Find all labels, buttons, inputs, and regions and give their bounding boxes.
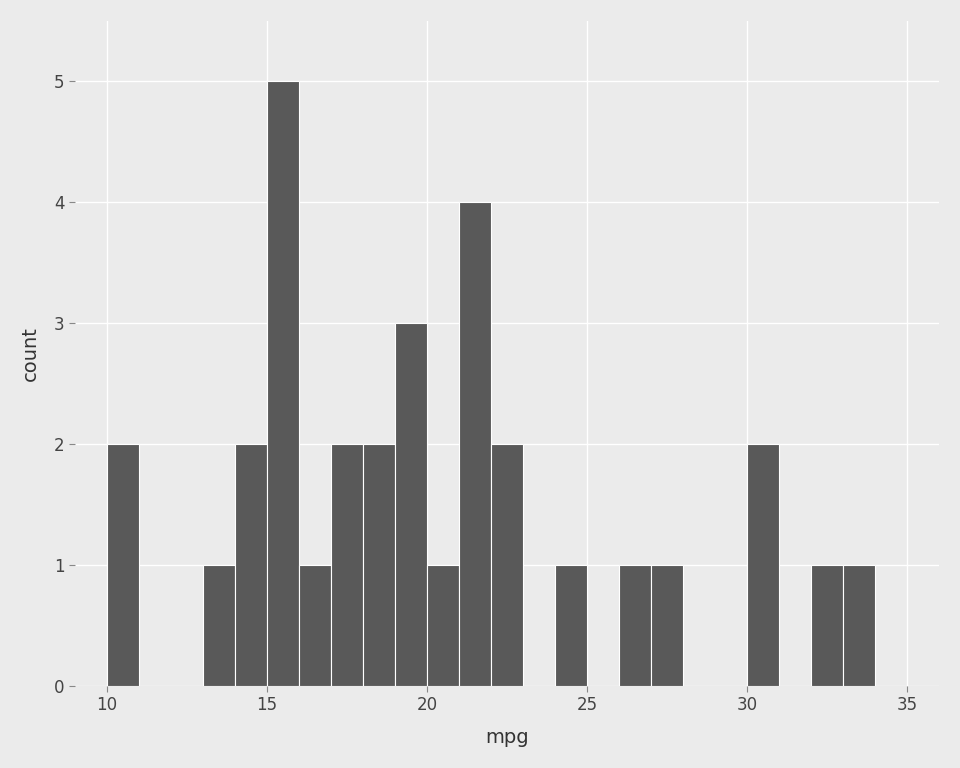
X-axis label: mpg: mpg (485, 728, 529, 747)
Bar (107, 444, 139, 686)
Bar (363, 444, 395, 686)
Bar (459, 202, 491, 686)
Bar (651, 565, 684, 686)
Bar (619, 565, 651, 686)
Bar (299, 565, 331, 686)
Bar (491, 444, 523, 686)
Bar (203, 565, 235, 686)
Y-axis label: count: count (21, 326, 39, 381)
Bar (235, 444, 267, 686)
Bar (843, 565, 876, 686)
Bar (811, 565, 843, 686)
Bar (747, 444, 780, 686)
Bar (267, 81, 299, 686)
Bar (427, 565, 459, 686)
Bar (395, 323, 427, 686)
Bar (555, 565, 587, 686)
Bar (331, 444, 363, 686)
